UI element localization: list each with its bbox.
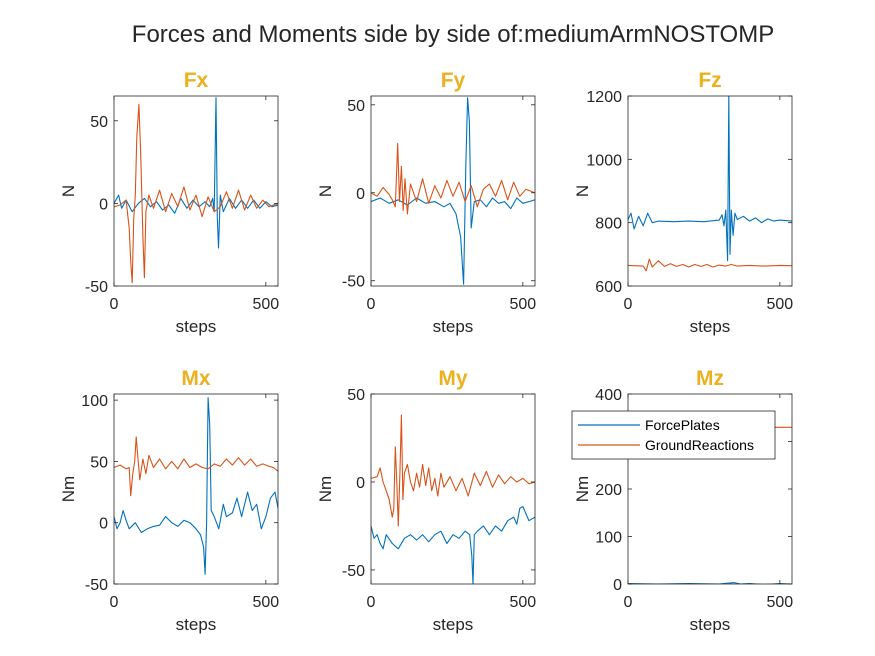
y-tick-label: 200 xyxy=(595,482,622,499)
legend-box xyxy=(571,410,776,460)
x-axis-label-my: steps xyxy=(433,615,474,634)
figure-title: Forces and Moments side by side of:mediu… xyxy=(132,21,774,48)
series-line-forceplates-mx xyxy=(114,397,278,575)
x-tick-label: 0 xyxy=(110,296,119,313)
axes-frame-fx xyxy=(113,95,279,287)
series-line-forceplates-my xyxy=(371,506,535,584)
subplot-fz: 0 500 600 800 1000 1200 Fz steps N xyxy=(573,69,793,336)
y-tick-label: 0 xyxy=(99,516,108,533)
series-line-groundreactions-fy xyxy=(371,142,535,215)
x-axis-label-fz: steps xyxy=(690,317,731,336)
y-axis-label-mx: Nm xyxy=(59,476,78,502)
x-tick-label: 500 xyxy=(253,296,280,313)
y-tick-label: 50 xyxy=(90,114,108,131)
x-tick-label: 0 xyxy=(110,594,119,611)
y-tick-label: 50 xyxy=(90,454,108,471)
y-tick-label: 50 xyxy=(347,98,365,115)
y-tick-label: 100 xyxy=(81,393,108,410)
x-tick-label: 0 xyxy=(624,296,633,313)
x-tick-label: 0 xyxy=(624,594,633,611)
y-tick-label: 600 xyxy=(595,279,622,296)
plot-area-my xyxy=(371,394,535,584)
series-line-groundreactions-fx xyxy=(114,103,278,284)
y-tick-label: 50 xyxy=(347,387,365,404)
y-axis-label-fz: N xyxy=(573,185,592,197)
subplot-title-my: My xyxy=(438,367,467,390)
plot-area-fx xyxy=(114,96,278,286)
y-tick-label: -50 xyxy=(342,274,365,291)
y-tick-label: 0 xyxy=(356,186,365,203)
series-line-forceplates-fy xyxy=(371,97,535,285)
y-tick-label: 0 xyxy=(613,577,622,594)
subplot-title-fz: Fz xyxy=(698,69,721,92)
y-tick-label: 1000 xyxy=(586,152,622,169)
x-axis-label-fy: steps xyxy=(433,317,474,336)
series-line-groundreactions-mx xyxy=(114,436,278,497)
series-line-groundreactions-fz xyxy=(628,258,792,272)
x-axis-label-fx: steps xyxy=(176,317,217,336)
legend-label-forceplates: ForcePlates xyxy=(645,417,720,433)
subplot-title-mx: Mx xyxy=(181,367,210,390)
x-axis-label-mx: steps xyxy=(176,615,217,634)
y-tick-label: 800 xyxy=(595,216,622,233)
axes-frame-my xyxy=(370,393,536,585)
subplot-title-fy: Fy xyxy=(441,69,466,92)
y-tick-label: -50 xyxy=(85,577,108,594)
y-tick-label: -50 xyxy=(342,563,365,580)
series-line-forceplates-fx xyxy=(114,97,278,249)
axes-frame-fy xyxy=(370,95,536,287)
subplot-mz: 05000100200300400MzstepsNm xyxy=(573,367,793,634)
x-axis-label-mz: steps xyxy=(690,615,731,634)
x-tick-label: 0 xyxy=(367,296,376,313)
subplot-title-fx: Fx xyxy=(184,69,209,92)
axes-frame-mx xyxy=(113,393,279,585)
y-axis-label-my: Nm xyxy=(316,476,335,502)
y-tick-label: 1200 xyxy=(586,89,622,106)
plot-area-fz xyxy=(628,96,792,286)
legend-label-groundreactions: GroundReactions xyxy=(645,437,754,453)
x-tick-label: 500 xyxy=(253,594,280,611)
x-tick-label: 500 xyxy=(510,296,537,313)
x-tick-label: 0 xyxy=(367,594,376,611)
y-tick-label: 400 xyxy=(595,387,622,404)
y-axis-label-mz: Nm xyxy=(573,476,592,502)
axes-frame-fz xyxy=(627,95,793,287)
y-tick-label: 0 xyxy=(356,475,365,492)
plot-area-fy xyxy=(371,96,535,286)
series-line-forceplates-fz xyxy=(628,96,792,262)
y-axis-label-fx: N xyxy=(59,185,78,197)
series-line-groundreactions-my xyxy=(371,414,535,527)
x-tick-label: 500 xyxy=(510,594,537,611)
y-tick-label: 0 xyxy=(99,196,108,213)
y-tick-label: 100 xyxy=(595,530,622,547)
y-axis-label-fy: N xyxy=(316,185,335,197)
x-tick-label: 500 xyxy=(767,594,794,611)
subplot-title-mz: Mz xyxy=(696,367,724,390)
y-tick-label: -50 xyxy=(85,279,108,296)
plot-area-mx xyxy=(114,394,278,584)
x-tick-label: 500 xyxy=(767,296,794,313)
legend: ForcePlates GroundReactions xyxy=(571,410,776,460)
